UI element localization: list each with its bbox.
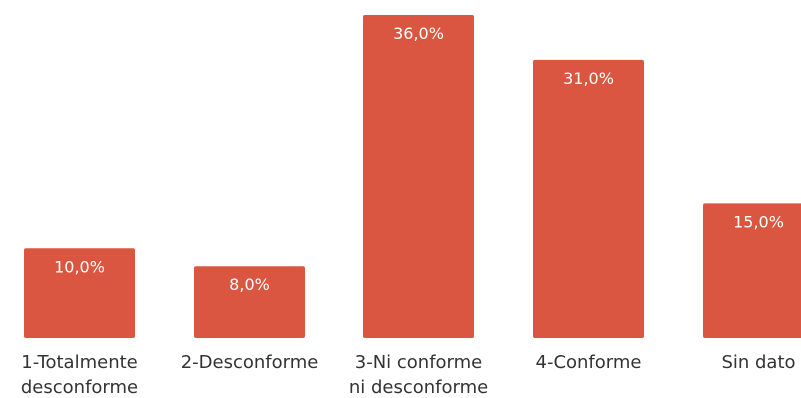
category-label-5: Sin dato	[721, 352, 795, 373]
data-label-1: 10,0%	[54, 257, 105, 276]
bar-1	[24, 248, 135, 338]
category-label-2: 2-Desconforme	[181, 352, 319, 373]
bar-3	[363, 15, 474, 338]
bar-5	[703, 203, 801, 338]
category-label-1: 1-Totalmente desconforme	[21, 352, 138, 398]
bar-2	[194, 266, 305, 338]
data-label-2: 8,0%	[229, 275, 270, 294]
category-label-4: 4-Conforme	[536, 352, 642, 373]
category-label-3: 3-Ni conforme ni desconforme	[349, 352, 488, 398]
data-label-4: 31,0%	[563, 69, 614, 88]
data-label-5: 15,0%	[733, 212, 784, 231]
data-label-3: 36,0%	[393, 24, 444, 43]
bar-4	[533, 59, 644, 338]
